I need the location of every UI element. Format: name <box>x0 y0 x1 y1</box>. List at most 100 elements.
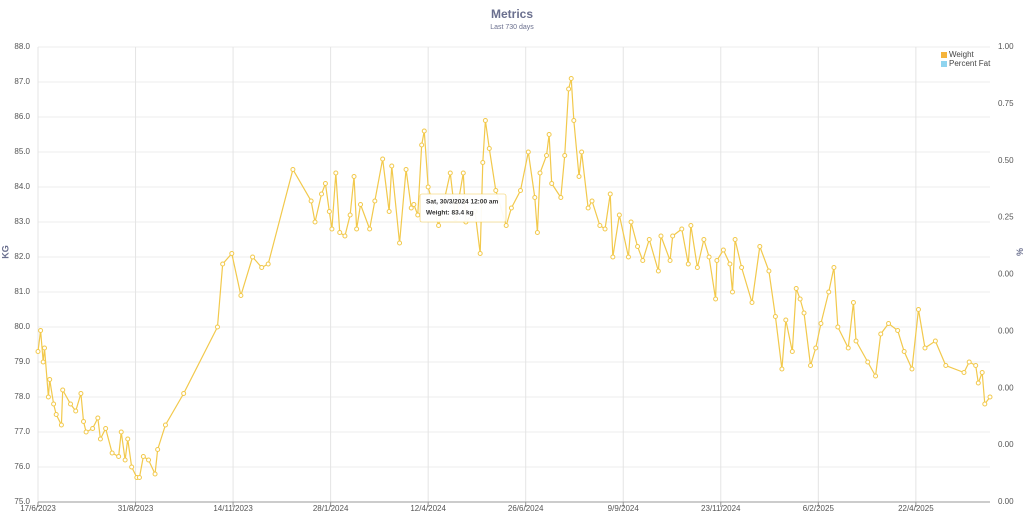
data-point <box>333 170 339 176</box>
data-point <box>518 188 524 193</box>
data-point <box>380 156 386 162</box>
data-point <box>714 258 720 263</box>
data-point <box>783 317 789 323</box>
data-point <box>566 86 572 92</box>
data-point <box>125 436 131 442</box>
data-point <box>290 167 296 172</box>
tooltip-title: Sat, 30/3/2024 12:00 am <box>426 199 498 206</box>
y-tick-label: 79.0 <box>14 357 30 366</box>
data-point <box>667 258 673 263</box>
data-point <box>571 118 577 123</box>
data-point <box>386 209 392 214</box>
data-point <box>549 181 555 186</box>
y-tick-label: 85.0 <box>14 147 30 156</box>
data-point <box>118 429 124 435</box>
data-point <box>727 261 733 267</box>
data-point <box>78 391 84 396</box>
legend-swatch <box>941 52 947 58</box>
y-tick-label: 81.0 <box>14 287 30 296</box>
y2-axis-label: % <box>1015 248 1024 256</box>
data-point <box>103 426 109 431</box>
x-tick-label: 28/1/2024 <box>313 504 349 513</box>
data-point <box>425 184 431 190</box>
data-point <box>347 212 353 218</box>
x-tick-label: 9/9/2024 <box>608 504 640 513</box>
data-point <box>421 128 427 134</box>
data-point <box>562 153 568 158</box>
y-tick-label: 76.0 <box>14 462 30 471</box>
data-point <box>813 345 819 351</box>
data-point <box>181 391 187 396</box>
data-point <box>90 426 96 431</box>
data-point <box>367 226 373 232</box>
data-point <box>886 321 892 326</box>
data-point <box>250 254 256 260</box>
data-point <box>493 188 499 193</box>
data-point <box>922 345 928 351</box>
data-point <box>801 310 807 316</box>
y2-tick-label: 0.00 <box>998 497 1014 506</box>
x-tick-label: 14/11/2023 <box>213 504 253 513</box>
data-point <box>973 363 979 368</box>
tooltip-box <box>419 193 507 223</box>
data-line <box>37 78 991 479</box>
y2-tick-label: 0.00 <box>998 383 1014 392</box>
data-point <box>38 328 44 333</box>
y2-tick-label: 1.00 <box>998 42 1014 51</box>
y2-tick-label: 0.00 <box>998 440 1014 449</box>
data-point <box>982 401 988 407</box>
data-point <box>415 212 421 218</box>
data-point <box>808 363 814 368</box>
data-point <box>537 170 543 176</box>
x-tick-label: 26/6/2024 <box>508 504 544 513</box>
y2-tick-label: 0.25 <box>998 213 1014 222</box>
data-point <box>793 286 799 291</box>
data-point <box>853 338 859 344</box>
data-point <box>480 160 486 165</box>
data-point <box>342 233 348 239</box>
data-point <box>640 258 646 263</box>
data-point <box>81 419 87 424</box>
legend-label: Weight <box>949 50 975 59</box>
data-point <box>818 321 824 326</box>
grid <box>37 46 990 507</box>
x-tick-label: 22/4/2025 <box>898 504 934 513</box>
data-point <box>625 254 631 260</box>
chart-title: Metrics <box>491 7 533 21</box>
data-point <box>238 293 244 298</box>
y-tick-label: 77.0 <box>14 427 30 436</box>
data-point <box>319 191 325 197</box>
data-point <box>397 240 403 246</box>
data-point <box>558 195 564 200</box>
data-point <box>136 475 142 480</box>
data-point <box>987 394 993 400</box>
data-point <box>579 149 585 155</box>
data-point <box>532 195 538 200</box>
data-point <box>408 205 414 211</box>
data-point <box>42 345 48 351</box>
data-point <box>109 450 115 456</box>
data-point <box>122 457 128 463</box>
data-point <box>779 366 785 372</box>
y-tick-label: 84.0 <box>14 182 30 191</box>
y-tick-label: 88.0 <box>14 42 30 51</box>
data-point <box>915 307 921 312</box>
data-point <box>95 415 101 421</box>
data-point <box>129 464 135 470</box>
data-point <box>732 237 738 242</box>
data-point <box>220 261 226 267</box>
data-point <box>477 251 483 256</box>
data-point <box>308 198 314 204</box>
data-point <box>772 314 778 319</box>
y-tick-label: 78.0 <box>14 392 30 401</box>
y-tick-label: 87.0 <box>14 77 30 86</box>
data-point <box>979 370 985 375</box>
data-point <box>568 76 574 81</box>
data-point <box>831 265 837 270</box>
data-point <box>932 338 938 344</box>
data-point <box>546 132 552 137</box>
data-point <box>447 170 453 176</box>
data-point <box>729 289 735 295</box>
data-point <box>312 219 318 225</box>
data-point <box>60 387 66 393</box>
